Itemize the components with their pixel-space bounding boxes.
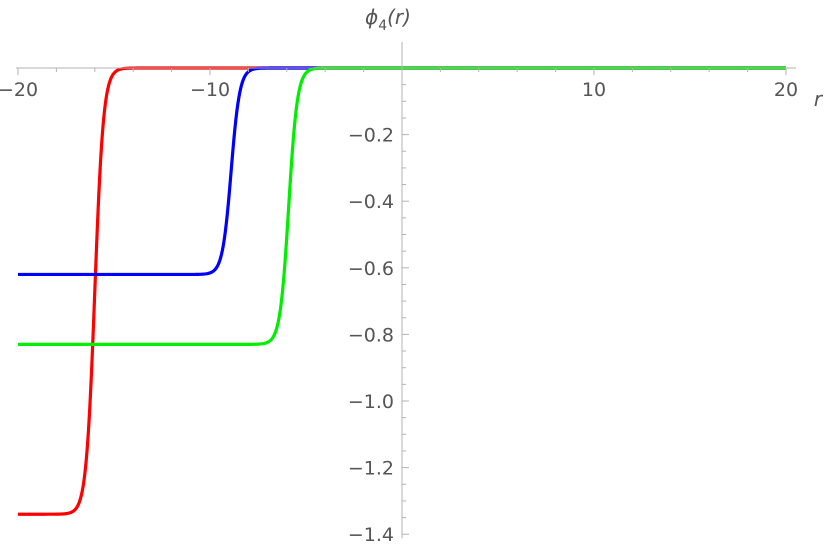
y-axis-label: ϕ4(r) — [365, 5, 411, 34]
y-tick-label: −1.0 — [348, 391, 394, 413]
y-label-subscript: 4 — [378, 18, 387, 34]
y-tick-label: −0.8 — [348, 324, 394, 346]
y-tick-label: −1.2 — [348, 458, 394, 480]
y-tick-label: −0.2 — [348, 125, 394, 147]
labels: −20 −10 10 20 −0.2 −0.4 −0.6 −0.8 −1.0 −1.2 −1.4 r ϕ… — [0, 5, 824, 546]
y-tick-label: −1.4 — [348, 524, 394, 546]
y-tick-label: −0.4 — [348, 191, 394, 213]
x-tick-label: −10 — [190, 79, 230, 101]
y-label-symbol: ϕ — [365, 5, 378, 29]
y-tick-label: −0.6 — [348, 258, 394, 280]
axes — [16, 42, 796, 539]
x-axis-label: r — [814, 87, 824, 111]
x-tick-label: 10 — [582, 79, 606, 101]
x-tick-label: −20 — [0, 79, 38, 101]
x-tick-label: 20 — [774, 79, 798, 101]
y-label-argument: (r) — [387, 5, 411, 29]
